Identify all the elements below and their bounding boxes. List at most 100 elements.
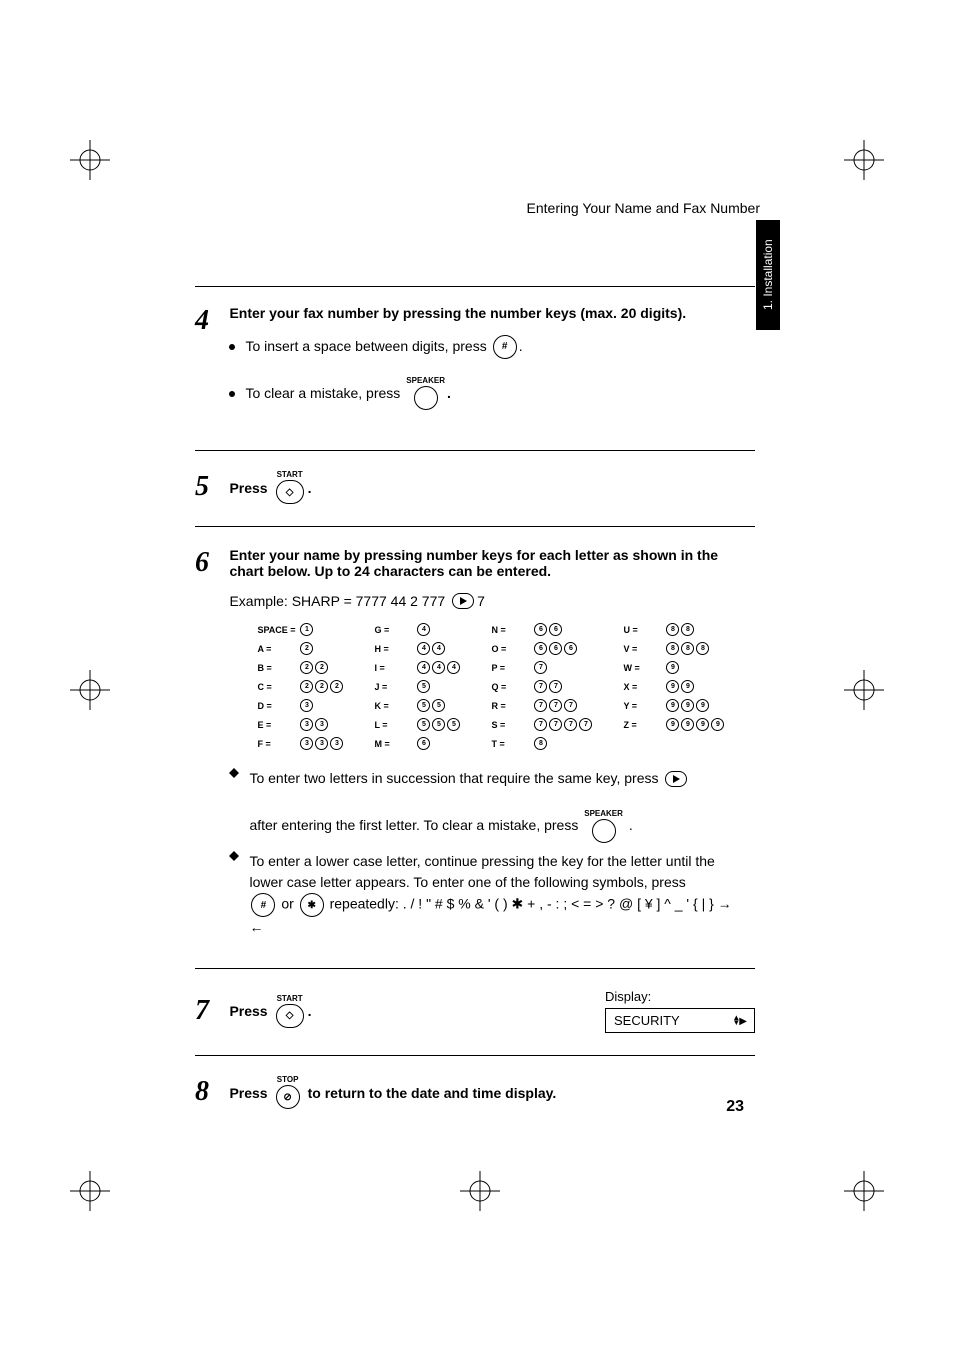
char-row: A =2 — [257, 642, 344, 655]
hash-key-icon: # — [493, 335, 517, 359]
char-row: V =888 — [623, 642, 725, 655]
char-row: S =7777 — [491, 718, 593, 731]
char-row: Y =999 — [623, 699, 725, 712]
page-number: 23 — [726, 1098, 744, 1116]
step-title: Enter your fax number by pressing the nu… — [229, 305, 739, 321]
char-row: H =44 — [374, 642, 461, 655]
text: to return to the date and time display. — [308, 1085, 557, 1101]
char-row: D =3 — [257, 699, 344, 712]
key-label: SPEAKER — [584, 810, 623, 818]
step-4: 4 Enter your fax number by pressing the … — [195, 305, 755, 428]
note-item: To enter two letters in succession that … — [229, 768, 739, 843]
text: . — [629, 817, 633, 833]
divider — [195, 968, 755, 969]
step-number: 8 — [195, 1076, 225, 1108]
text: Press — [229, 1085, 267, 1101]
example-line: Example: SHARP = 7777 44 2 777 7 — [229, 593, 739, 609]
play-key-icon — [665, 771, 687, 787]
char-row: U =88 — [623, 623, 725, 636]
char-row: L =555 — [374, 718, 461, 731]
divider — [195, 1055, 755, 1056]
char-row: J =5 — [374, 680, 461, 693]
text: . — [308, 480, 312, 496]
char-row: Z =9999 — [623, 718, 725, 731]
play-key-icon — [452, 593, 474, 609]
lcd-display: SECURITY ▲ ▼ ▶ — [605, 1008, 755, 1033]
char-row: E =33 — [257, 718, 344, 731]
page-content: Entering Your Name and Fax Number 4 Ente… — [195, 200, 755, 1131]
bullet-icon — [229, 344, 235, 350]
char-row: T =8 — [491, 737, 593, 750]
crop-mark-icon — [844, 140, 884, 180]
char-row: SPACE =1 — [257, 623, 344, 636]
char-row: B =22 — [257, 661, 344, 674]
char-row: M =6 — [374, 737, 461, 750]
step-number: 7 — [195, 995, 225, 1027]
text: . — [519, 337, 523, 357]
text: To insert a space between digits, press — [245, 337, 486, 357]
step-5: 5 Press START ◇ . — [195, 471, 755, 504]
speaker-key-icon: SPEAKER — [406, 377, 445, 410]
diamond-icon — [229, 763, 239, 773]
char-row: K =55 — [374, 699, 461, 712]
diamond-icon — [229, 846, 239, 856]
divider — [195, 526, 755, 527]
char-row: N =66 — [491, 623, 593, 636]
display-value: SECURITY — [614, 1013, 680, 1028]
key-label: STOP — [277, 1076, 299, 1084]
key-label: START — [277, 995, 303, 1003]
crop-mark-icon — [70, 670, 110, 710]
char-row: Q =77 — [491, 680, 593, 693]
text: Example: SHARP = 7777 44 2 777 — [229, 593, 445, 609]
text: To enter a lower case letter, continue p… — [249, 853, 714, 890]
char-row: R =777 — [491, 699, 593, 712]
text: . — [447, 384, 451, 404]
char-row: P =7 — [491, 661, 593, 674]
crop-mark-icon — [70, 140, 110, 180]
text: Press — [229, 1003, 267, 1019]
side-tab: 1. Installation — [756, 220, 780, 330]
step-number: 5 — [195, 471, 225, 503]
char-row: C =222 — [257, 680, 344, 693]
bullet-item: To clear a mistake, press SPEAKER . — [229, 377, 739, 410]
step-number: 6 — [195, 547, 225, 579]
char-row: I =444 — [374, 661, 461, 674]
text: Press — [229, 480, 267, 496]
bullet-icon — [229, 391, 235, 397]
stop-key-icon: STOP ⊘ — [274, 1076, 302, 1109]
divider — [195, 286, 755, 287]
char-row: W =9 — [623, 661, 725, 674]
crop-mark-icon — [844, 670, 884, 710]
step-8: 8 Press STOP ⊘ to return to the date and… — [195, 1076, 755, 1109]
step-7: 7 Press START ◇ . Display: SECURITY ▲ — [195, 989, 755, 1033]
char-row: G =4 — [374, 623, 461, 636]
display-preview: Display: SECURITY ▲ ▼ ▶ — [605, 989, 755, 1033]
start-key-icon: START ◇ — [274, 471, 306, 504]
start-key-icon: START ◇ — [274, 995, 306, 1028]
crop-mark-icon — [460, 1171, 500, 1211]
text: 7 — [477, 593, 485, 609]
key-label: SPEAKER — [406, 377, 445, 385]
text: To enter two letters in succession that … — [249, 770, 658, 786]
text: after entering the first letter. To clea… — [249, 817, 578, 833]
star-key-icon: ✱ — [300, 893, 324, 917]
text: To clear a mistake, press — [245, 384, 400, 404]
char-row: F =333 — [257, 737, 344, 750]
crop-mark-icon — [70, 1171, 110, 1211]
display-label: Display: — [605, 989, 755, 1004]
hash-key-icon: # — [251, 893, 275, 917]
step-6: 6 Enter your name by pressing number key… — [195, 547, 755, 946]
crop-mark-icon — [844, 1171, 884, 1211]
character-chart: SPACE =1 A =2 B =22 C =222 D =3 E =33 F =333 G… — [257, 623, 739, 750]
step-title: Enter your name by pressing number keys … — [229, 547, 739, 579]
char-row: X =99 — [623, 680, 725, 693]
scroll-arrows-icon: ▲ ▼ ▶ — [732, 1015, 746, 1027]
page-header: Entering Your Name and Fax Number — [195, 200, 760, 216]
text: . — [308, 1003, 312, 1019]
step-number: 4 — [195, 305, 225, 337]
key-label: START — [277, 471, 303, 479]
bullet-item: To insert a space between digits, press … — [229, 335, 739, 359]
note-item: To enter a lower case letter, continue p… — [229, 851, 739, 938]
char-row: O =666 — [491, 642, 593, 655]
speaker-key-icon: SPEAKER — [584, 810, 623, 843]
